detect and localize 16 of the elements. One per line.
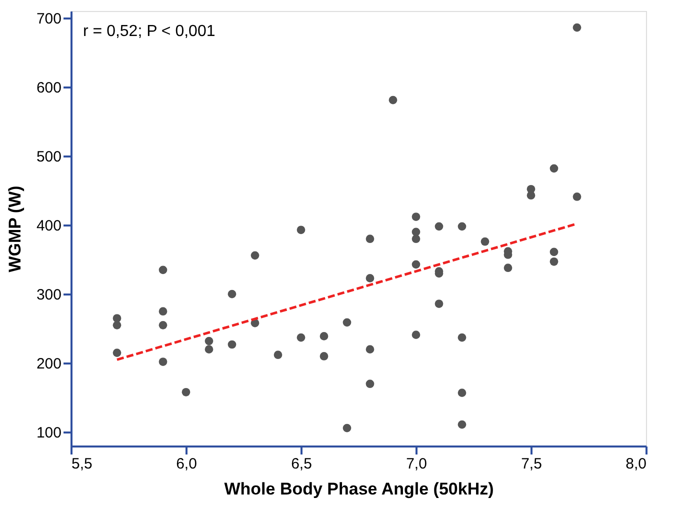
x-tick-label: 5,5 xyxy=(72,456,92,472)
x-tick-label: 6,0 xyxy=(176,456,197,472)
annotation: r = 0,52; P < 0,001 xyxy=(83,23,216,40)
x-tick-label: 7,5 xyxy=(521,456,542,472)
y-axis-title: WGMP (W) xyxy=(5,186,24,272)
x-tick-label: 6,5 xyxy=(291,456,312,472)
y-tick-label: 500 xyxy=(36,148,62,166)
x-tick-label: 7,0 xyxy=(406,456,427,472)
y-tick-label: 300 xyxy=(36,286,62,304)
y-tick-label: 100 xyxy=(36,424,62,442)
y-tick-label: 400 xyxy=(36,218,62,235)
y-tick-label: 200 xyxy=(36,356,62,373)
x-axis-title: Whole Body Phase Angle (50kHz) xyxy=(224,480,494,498)
x-tick-label: 8,0 xyxy=(626,456,646,472)
y-tick-label: 700 xyxy=(36,10,62,28)
y-tick-label: 600 xyxy=(36,79,62,96)
